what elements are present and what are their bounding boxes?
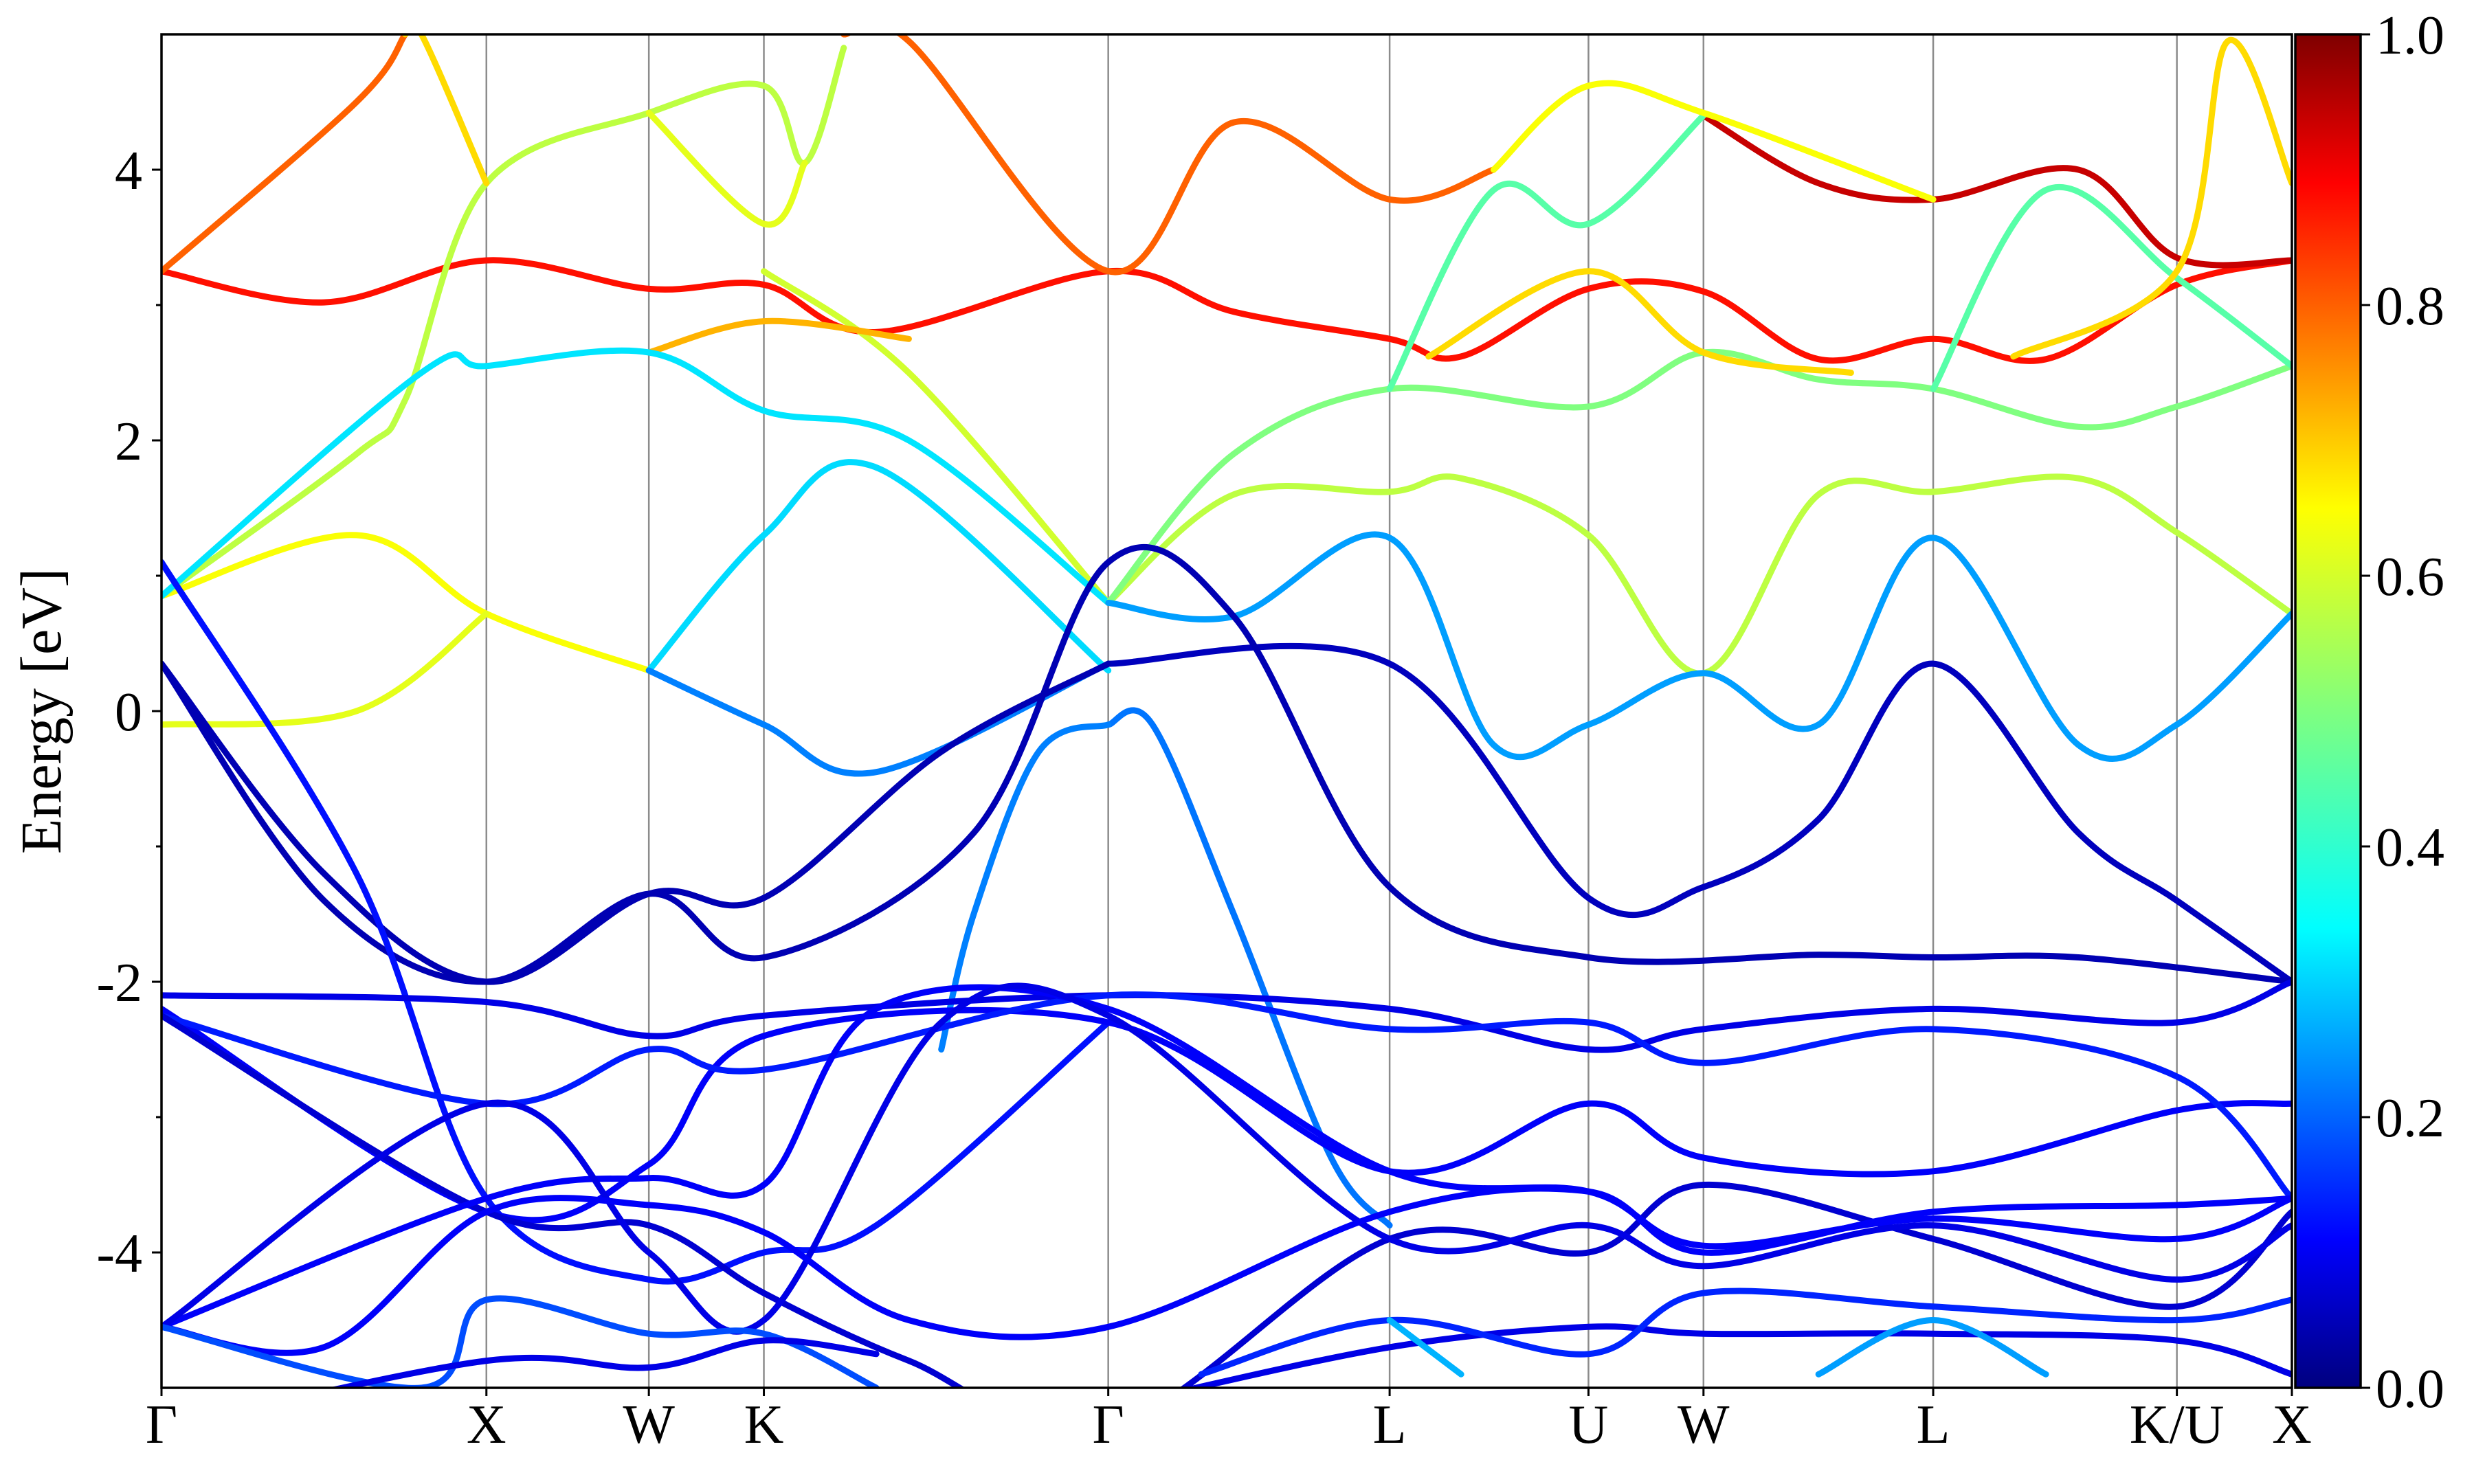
y-axis-title: Energy [eV] (10, 568, 74, 854)
band-lines (161, 34, 2292, 1388)
band-line (402, 34, 490, 187)
band-line (161, 1005, 2292, 1224)
x-tick-label: X (467, 1395, 506, 1455)
band-line (1386, 1317, 1464, 1378)
x-tick-label: K/U (2130, 1395, 2225, 1455)
x-tick-label: W (1678, 1395, 1730, 1455)
band-line (1490, 80, 1937, 203)
colorbar-tick-label: 0.0 (2376, 1359, 2444, 1419)
band-line (161, 978, 2292, 1053)
x-tick-label: W (623, 1395, 675, 1455)
band-line (645, 459, 1112, 674)
high-symmetry-lines (485, 34, 2178, 1388)
band-line (1425, 268, 1854, 376)
band-line (161, 1012, 2292, 1388)
x-tick-label: L (1917, 1395, 1950, 1455)
band-line (645, 109, 808, 228)
band-line (1815, 1317, 2049, 1378)
colorbar-tick-label: 0.2 (2376, 1088, 2444, 1149)
band-line (161, 1185, 2292, 1356)
colorbar-bar (2294, 33, 2362, 1389)
band-line (2010, 36, 2292, 360)
band-line (1105, 707, 1393, 1229)
y-tick-label: 2 (115, 412, 142, 472)
band-line (161, 610, 490, 728)
colorbar: 0.0 0.2 0.4 0.6 0.8 1.0 (2294, 5, 2444, 1419)
colorbar-tick-label: 1.0 (2376, 5, 2444, 66)
y-tick-label: -4 (96, 1224, 142, 1284)
band-line (645, 660, 1112, 777)
band-line (1930, 183, 2292, 392)
band-line (161, 532, 652, 674)
x-axis: Γ X W K Γ L U W L K/U X (146, 1388, 2312, 1455)
x-tick-label: U (1569, 1395, 1609, 1455)
band-line (161, 257, 2292, 364)
x-tick-label: K (744, 1395, 784, 1455)
band-line (1105, 642, 2292, 985)
y-tick-label: -2 (96, 953, 142, 1013)
band-line (161, 559, 1112, 1285)
y-tick-label: 0 (115, 682, 142, 743)
x-tick-label: L (1373, 1395, 1407, 1455)
band-line (1105, 348, 2292, 606)
band-line (1386, 112, 1707, 392)
band-line (161, 1295, 880, 1388)
band-line (938, 721, 1112, 1053)
band-line (161, 543, 2292, 985)
band-line (161, 982, 2292, 1335)
band-line (645, 317, 912, 356)
band-line (161, 984, 2292, 1330)
band-line (161, 45, 847, 600)
band-line (161, 991, 2292, 1202)
band-line (840, 34, 1497, 276)
y-axis: -4 -2 0 2 4 (96, 141, 161, 1284)
x-tick-label: X (2272, 1395, 2312, 1455)
band-line (1700, 112, 2292, 269)
colorbar-tick-label: 0.6 (2376, 547, 2444, 607)
band-line (761, 268, 1112, 606)
band-line (161, 347, 1112, 606)
x-tick-label: Γ (146, 1395, 177, 1455)
colorbar-tick-label: 0.8 (2376, 276, 2444, 337)
y-tick-label: 4 (115, 141, 142, 201)
band-line (1105, 531, 2292, 762)
band-line (1182, 1323, 2292, 1388)
band-line (161, 34, 409, 275)
colorbar-tick-label: 0.4 (2376, 818, 2444, 878)
band-line (328, 1337, 880, 1388)
x-tick-label: Γ (1093, 1395, 1124, 1455)
